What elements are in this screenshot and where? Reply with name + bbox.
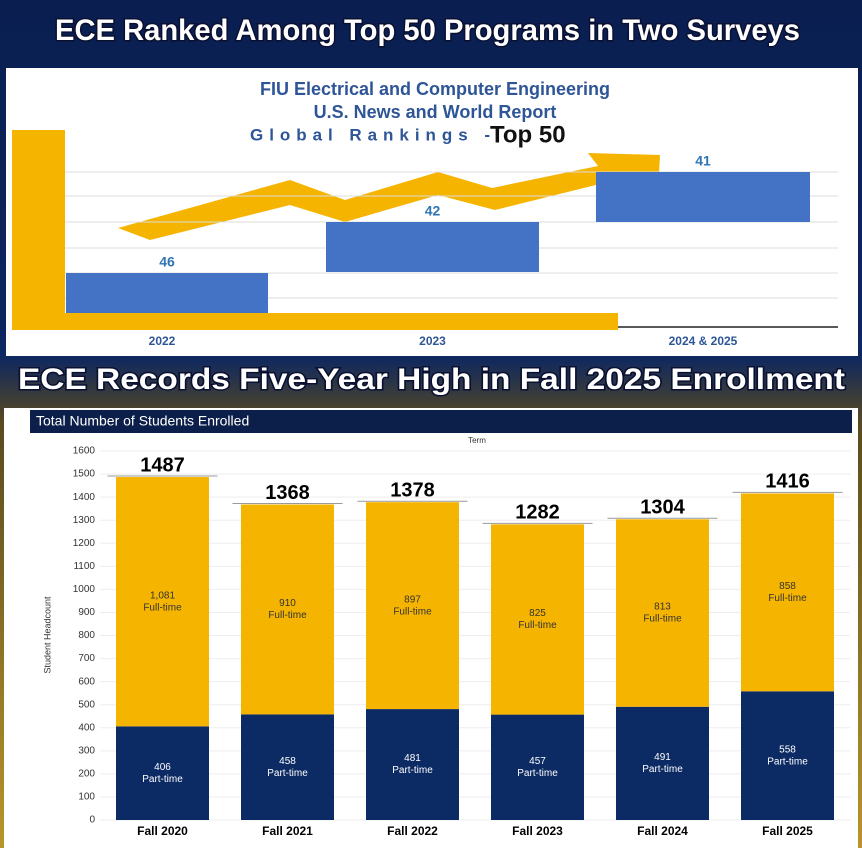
y-tick-label: 1100 xyxy=(73,561,95,572)
x-tick-label: Fall 2021 xyxy=(262,824,313,838)
y-tick-label: 1200 xyxy=(73,538,96,549)
bar-segment xyxy=(241,504,334,715)
total-label: 1378 xyxy=(390,479,435,501)
chart-title: Total Number of Students Enrolled xyxy=(36,413,249,429)
title-bar xyxy=(30,410,852,433)
y-tick-label: 700 xyxy=(78,653,95,664)
data-label: 910 xyxy=(279,598,296,609)
x-tick-label: Fall 2020 xyxy=(137,824,188,838)
segment-name: Full-time xyxy=(643,614,682,625)
bar xyxy=(326,222,539,272)
y-tick-label: 0 xyxy=(89,815,95,826)
data-label: 1,081 xyxy=(150,590,175,601)
segment-name: Full-time xyxy=(143,602,182,613)
bar-segment xyxy=(116,726,209,820)
y-tick-label: 500 xyxy=(78,699,95,710)
data-label: 42 xyxy=(425,203,441,219)
segment-name: Part-time xyxy=(767,756,808,767)
segment-name: Part-time xyxy=(642,764,683,775)
data-label: 481 xyxy=(404,753,421,764)
y-tick-label: 800 xyxy=(78,630,95,641)
bar-segment xyxy=(491,714,584,820)
total-label: 1416 xyxy=(765,471,810,493)
segment-name: Part-time xyxy=(517,768,558,779)
data-label: 558 xyxy=(779,744,796,755)
data-label: 897 xyxy=(404,594,421,605)
y-tick-label: 100 xyxy=(78,792,95,803)
y-tick-label: 1500 xyxy=(73,469,96,480)
ranking-chart: FIU Electrical and Computer Engineering U… xyxy=(12,79,838,348)
x-tick-label: Fall 2022 xyxy=(387,824,438,838)
bar-segment xyxy=(741,691,834,820)
chart-title: U.S. News and World Report xyxy=(314,102,557,122)
bar-segment xyxy=(116,477,209,727)
total-label: 1304 xyxy=(640,497,685,519)
data-label: 457 xyxy=(529,756,546,767)
data-label: 41 xyxy=(695,153,711,169)
data-label: 813 xyxy=(654,602,671,613)
data-label: 825 xyxy=(529,608,546,619)
y-tick-label: 200 xyxy=(78,769,95,780)
segment-name: Part-time xyxy=(267,768,308,779)
x-tick-label: Fall 2023 xyxy=(512,824,563,838)
bar-segment xyxy=(616,706,709,820)
y-tick-label: 1300 xyxy=(73,515,96,526)
bar-segment xyxy=(366,709,459,820)
y-tick-label: 900 xyxy=(78,607,95,618)
y-axis-label: Student Headcount xyxy=(42,596,52,674)
segment-name: Full-time xyxy=(768,593,807,604)
total-label: 1282 xyxy=(515,502,560,524)
y-tick-label: 1000 xyxy=(73,584,96,595)
x-axis-label: Term xyxy=(468,436,486,445)
bar xyxy=(596,172,810,222)
y-tick-label: 1400 xyxy=(73,492,96,503)
y-tick-label: 300 xyxy=(78,745,95,756)
chart-title: FIU Electrical and Computer Engineering xyxy=(260,79,610,99)
x-tick-label: Fall 2024 xyxy=(637,824,688,838)
x-tick-label: 2023 xyxy=(419,334,446,348)
total-label: 1487 xyxy=(140,454,185,476)
data-label: 491 xyxy=(654,752,671,763)
y-tick-label: 400 xyxy=(78,722,95,733)
data-label: 46 xyxy=(159,254,175,270)
segment-name: Full-time xyxy=(268,610,307,621)
bar-segment xyxy=(741,493,834,692)
segment-name: Full-time xyxy=(393,606,432,617)
chart-title-emphasis: Top 50 xyxy=(490,121,566,148)
data-label: 458 xyxy=(279,756,296,767)
data-label: 406 xyxy=(154,762,171,773)
banner: ECE Records Five-Year High in Fall 2025 … xyxy=(18,363,845,396)
segment-name: Part-time xyxy=(142,774,183,785)
y-tick-label: 1600 xyxy=(73,446,96,457)
x-tick-label: 2024 & 2025 xyxy=(669,334,738,348)
y-tick-label: 600 xyxy=(78,676,95,687)
bar-segment xyxy=(241,714,334,820)
segment-name: Part-time xyxy=(392,765,433,776)
bar-segment xyxy=(616,519,709,707)
x-tick-label: 2022 xyxy=(149,334,176,348)
bar-segment xyxy=(366,502,459,710)
total-label: 1368 xyxy=(265,482,310,504)
x-tick-label: Fall 2025 xyxy=(762,824,813,838)
bar xyxy=(66,273,268,313)
banner: ECE Ranked Among Top 50 Programs in Two … xyxy=(55,14,800,47)
bar-segment xyxy=(491,524,584,715)
segment-name: Full-time xyxy=(518,620,557,631)
data-label: 858 xyxy=(779,581,796,592)
